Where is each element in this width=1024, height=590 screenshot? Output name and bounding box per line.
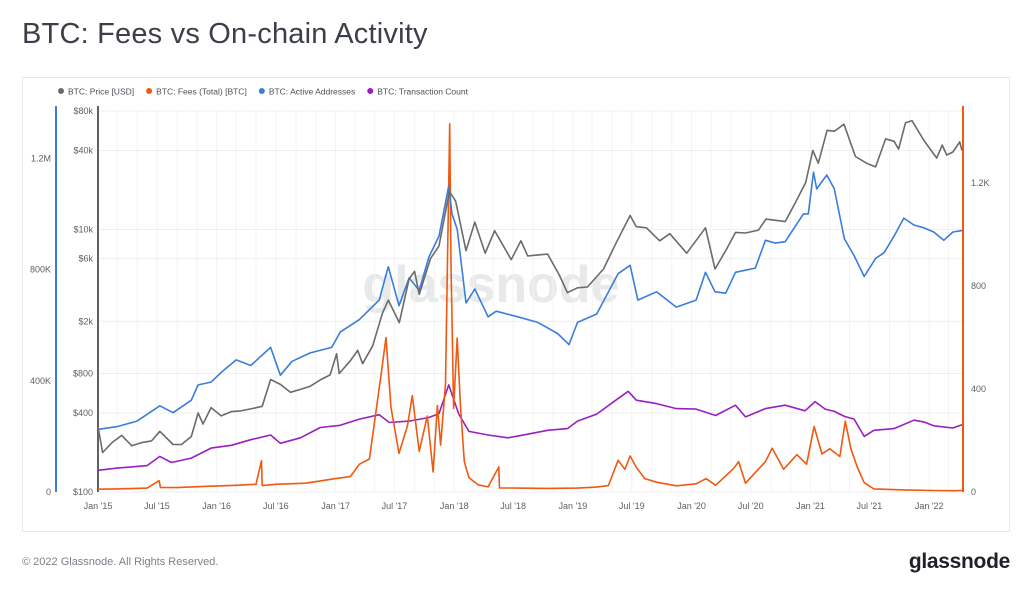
fees-axis-tick-label: 800 — [971, 281, 986, 291]
glassnode-logo: glassnode — [908, 550, 1010, 573]
x-axis-tick-label: Jul '17 — [382, 501, 408, 511]
x-axis-tick-label: Jan '22 — [915, 501, 944, 511]
price-axis-tick-label: $2k — [78, 316, 93, 326]
chart-panel: glassnode $80k $40k $10k $6k $2k $800 $400 $100… — [22, 77, 1010, 532]
active-addresses-axis-tick-label: 1.2M — [31, 153, 51, 163]
x-axis-tick-label: Jan '19 — [559, 501, 588, 511]
price-axis-tick-label: $6k — [78, 254, 93, 264]
legend-marker — [146, 88, 153, 94]
price-axis-tick-label: $100 — [73, 487, 93, 497]
x-axis-tick-label: Jan '18 — [440, 501, 469, 511]
x-axis-tick-label: Jan '20 — [677, 501, 706, 511]
legend-item-fees[interactable]: BTC: Fees (Total) [BTC] — [156, 87, 247, 97]
chart-watermark: glassnode — [362, 256, 619, 314]
price-axis-tick-label: $40k — [73, 146, 93, 156]
legend-marker — [58, 88, 64, 94]
fees-axis-tick-label: 0 — [971, 487, 976, 497]
fees-axis-tick-label: 400 — [971, 384, 986, 394]
copyright-text: © 2022 Glassnode. All Rights Reserved. — [22, 556, 219, 568]
legend-item-price[interactable]: BTC: Price [USD] — [68, 87, 134, 97]
transaction-count-series-line — [97, 384, 963, 472]
x-axis-tick-label: Jul '15 — [144, 501, 170, 511]
legend-item-active-addresses[interactable]: BTC: Active Addresses — [269, 87, 355, 97]
active-addresses-axis-tick-label: 800K — [30, 265, 51, 275]
fees-axis-tick-label: 1.2K — [971, 178, 990, 188]
x-axis-tick-label: Jan '15 — [84, 501, 113, 511]
x-axis-tick-label: Jul '19 — [619, 501, 645, 511]
price-series-line — [97, 119, 963, 454]
x-axis-tick-label: Jul '18 — [500, 501, 526, 511]
price-axis-tick-label: $800 — [73, 368, 93, 378]
x-axis-tick-label: Jan '17 — [321, 501, 350, 511]
price-axis-tick-label: $80k — [73, 106, 93, 116]
active-addresses-axis-tick-label: 400K — [30, 376, 51, 386]
x-axis-tick-label: Jul '20 — [738, 501, 764, 511]
x-axis-tick-label: Jan '16 — [202, 501, 231, 511]
legend-item-transaction-count[interactable]: BTC: Transaction Count — [377, 87, 468, 97]
legend-marker — [367, 88, 374, 94]
price-axis-tick-label: $10k — [73, 225, 93, 235]
fees-series-line — [97, 123, 963, 492]
page-title: BTC: Fees vs On-chain Activity — [22, 18, 428, 50]
x-axis-tick-label: Jan '21 — [796, 501, 825, 511]
active-addresses-series-line — [97, 171, 963, 431]
legend-marker — [258, 88, 265, 94]
x-axis-tick-label: Jul '16 — [263, 501, 289, 511]
price-axis-tick-label: $400 — [73, 408, 93, 418]
active-addresses-axis-tick-label: 0 — [46, 487, 51, 497]
chart-svg: glassnode $80k $40k $10k $6k $2k $800 $400 $100… — [30, 87, 990, 512]
x-axis-tick-label: Jul '21 — [857, 501, 883, 511]
